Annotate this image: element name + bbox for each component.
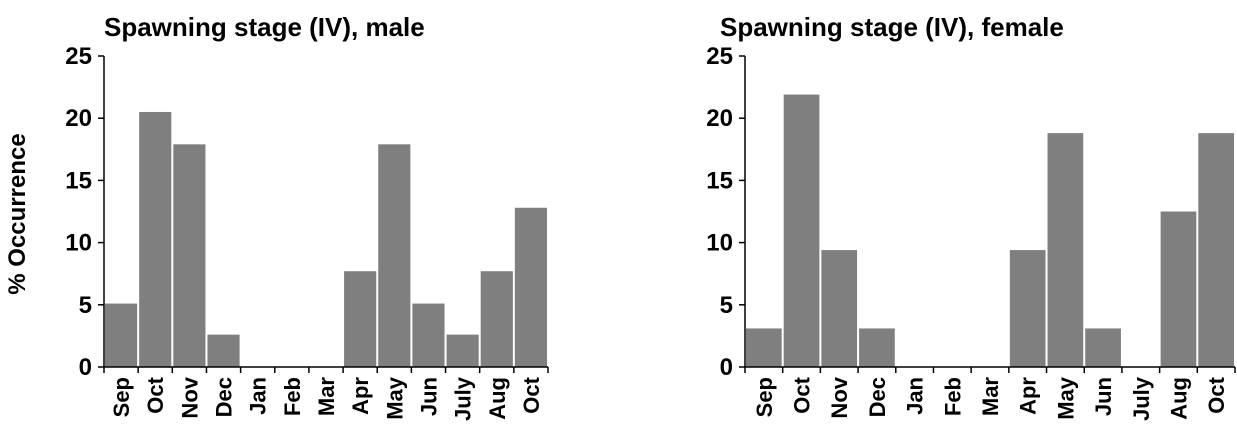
bar-jun bbox=[412, 303, 445, 367]
y-tick-label: 15 bbox=[65, 167, 92, 194]
bar-oct bbox=[514, 207, 547, 367]
chart-panel-male: Spawning stage (IV), male % Occurrence 0… bbox=[4, 12, 549, 421]
x-tick-label: July bbox=[1129, 376, 1154, 421]
y-tick-label: 20 bbox=[706, 105, 733, 132]
x-tick-label: Oct bbox=[790, 376, 815, 413]
x-tick-label: Apr bbox=[1016, 377, 1041, 415]
bar-jun bbox=[1085, 328, 1121, 367]
y-tick-label: 0 bbox=[79, 354, 92, 381]
y-tick-label: 5 bbox=[79, 292, 92, 319]
bar-chart-female: 0 5 10 15 20 25 Sep Oct Nov Dec Jan Feb Mar Apr May Jun… bbox=[706, 43, 1236, 421]
bar-chart-male: 0 5 10 15 20 25 Sep Oct Nov Dec Jan Feb Mar Apr May Jun… bbox=[65, 43, 549, 421]
y-tick-label: 10 bbox=[706, 230, 733, 257]
x-tick-label: Sep bbox=[109, 377, 134, 417]
y-tick-label: 20 bbox=[65, 105, 92, 132]
bar-dec bbox=[207, 334, 240, 367]
y-tick-label: 15 bbox=[706, 167, 733, 194]
y-tick-label: 25 bbox=[65, 43, 92, 70]
bar-july bbox=[446, 334, 479, 367]
x-tick-label: Apr bbox=[348, 377, 373, 415]
x-tick-label: Mar bbox=[314, 377, 339, 417]
y-tick-label: 25 bbox=[706, 43, 733, 70]
x-tick-label: Aug bbox=[1166, 377, 1191, 420]
x-tick-label: Nov bbox=[827, 376, 852, 418]
x-tick-label: Jan bbox=[903, 377, 928, 415]
x-tick-label: Jun bbox=[416, 377, 441, 416]
bar-nov bbox=[821, 250, 858, 367]
x-tick-label: Dec bbox=[212, 377, 237, 417]
x-tick-label: Sep bbox=[752, 377, 777, 417]
x-tick-label: Nov bbox=[177, 376, 202, 418]
x-tick-label: July bbox=[451, 376, 476, 421]
x-tick-label: Jan bbox=[246, 377, 271, 415]
bar-sep bbox=[105, 303, 138, 367]
bar-apr bbox=[344, 271, 377, 367]
x-tick-label: Aug bbox=[485, 377, 510, 420]
x-tick-label: May bbox=[1053, 376, 1078, 420]
bar-dec bbox=[859, 328, 895, 367]
bar-aug bbox=[480, 271, 513, 367]
bar-sep bbox=[746, 328, 782, 367]
x-tick-label: Jun bbox=[1091, 377, 1116, 416]
chart-title: Spawning stage (IV), male bbox=[104, 12, 425, 42]
x-tick-label: Oct bbox=[519, 376, 544, 413]
x-tick-label: Feb bbox=[940, 377, 965, 416]
y-tick-label: 10 bbox=[65, 230, 92, 257]
bar-oct bbox=[139, 111, 172, 367]
x-tick-label: May bbox=[382, 376, 407, 420]
bar-apr bbox=[1009, 250, 1046, 367]
x-tick-label: Oct bbox=[143, 376, 168, 413]
chart-title: Spawning stage (IV), female bbox=[720, 12, 1064, 42]
bar-may bbox=[378, 144, 411, 367]
y-tick-label: 5 bbox=[720, 292, 733, 319]
bar-nov bbox=[173, 144, 206, 367]
bar-oct bbox=[783, 94, 820, 368]
bar-may bbox=[1047, 133, 1084, 367]
y-tick-label: 0 bbox=[720, 354, 733, 381]
bar-aug bbox=[1160, 211, 1197, 367]
x-tick-label: Oct bbox=[1204, 376, 1229, 413]
x-tick-label: Dec bbox=[865, 377, 890, 417]
x-tick-label: Mar bbox=[978, 377, 1003, 417]
bar-oct bbox=[1198, 133, 1234, 367]
chart-panel-female: Spawning stage (IV), female 0 5 10 15 20 25 Se… bbox=[640, 0, 1237, 437]
x-tick-label: Feb bbox=[280, 377, 305, 416]
